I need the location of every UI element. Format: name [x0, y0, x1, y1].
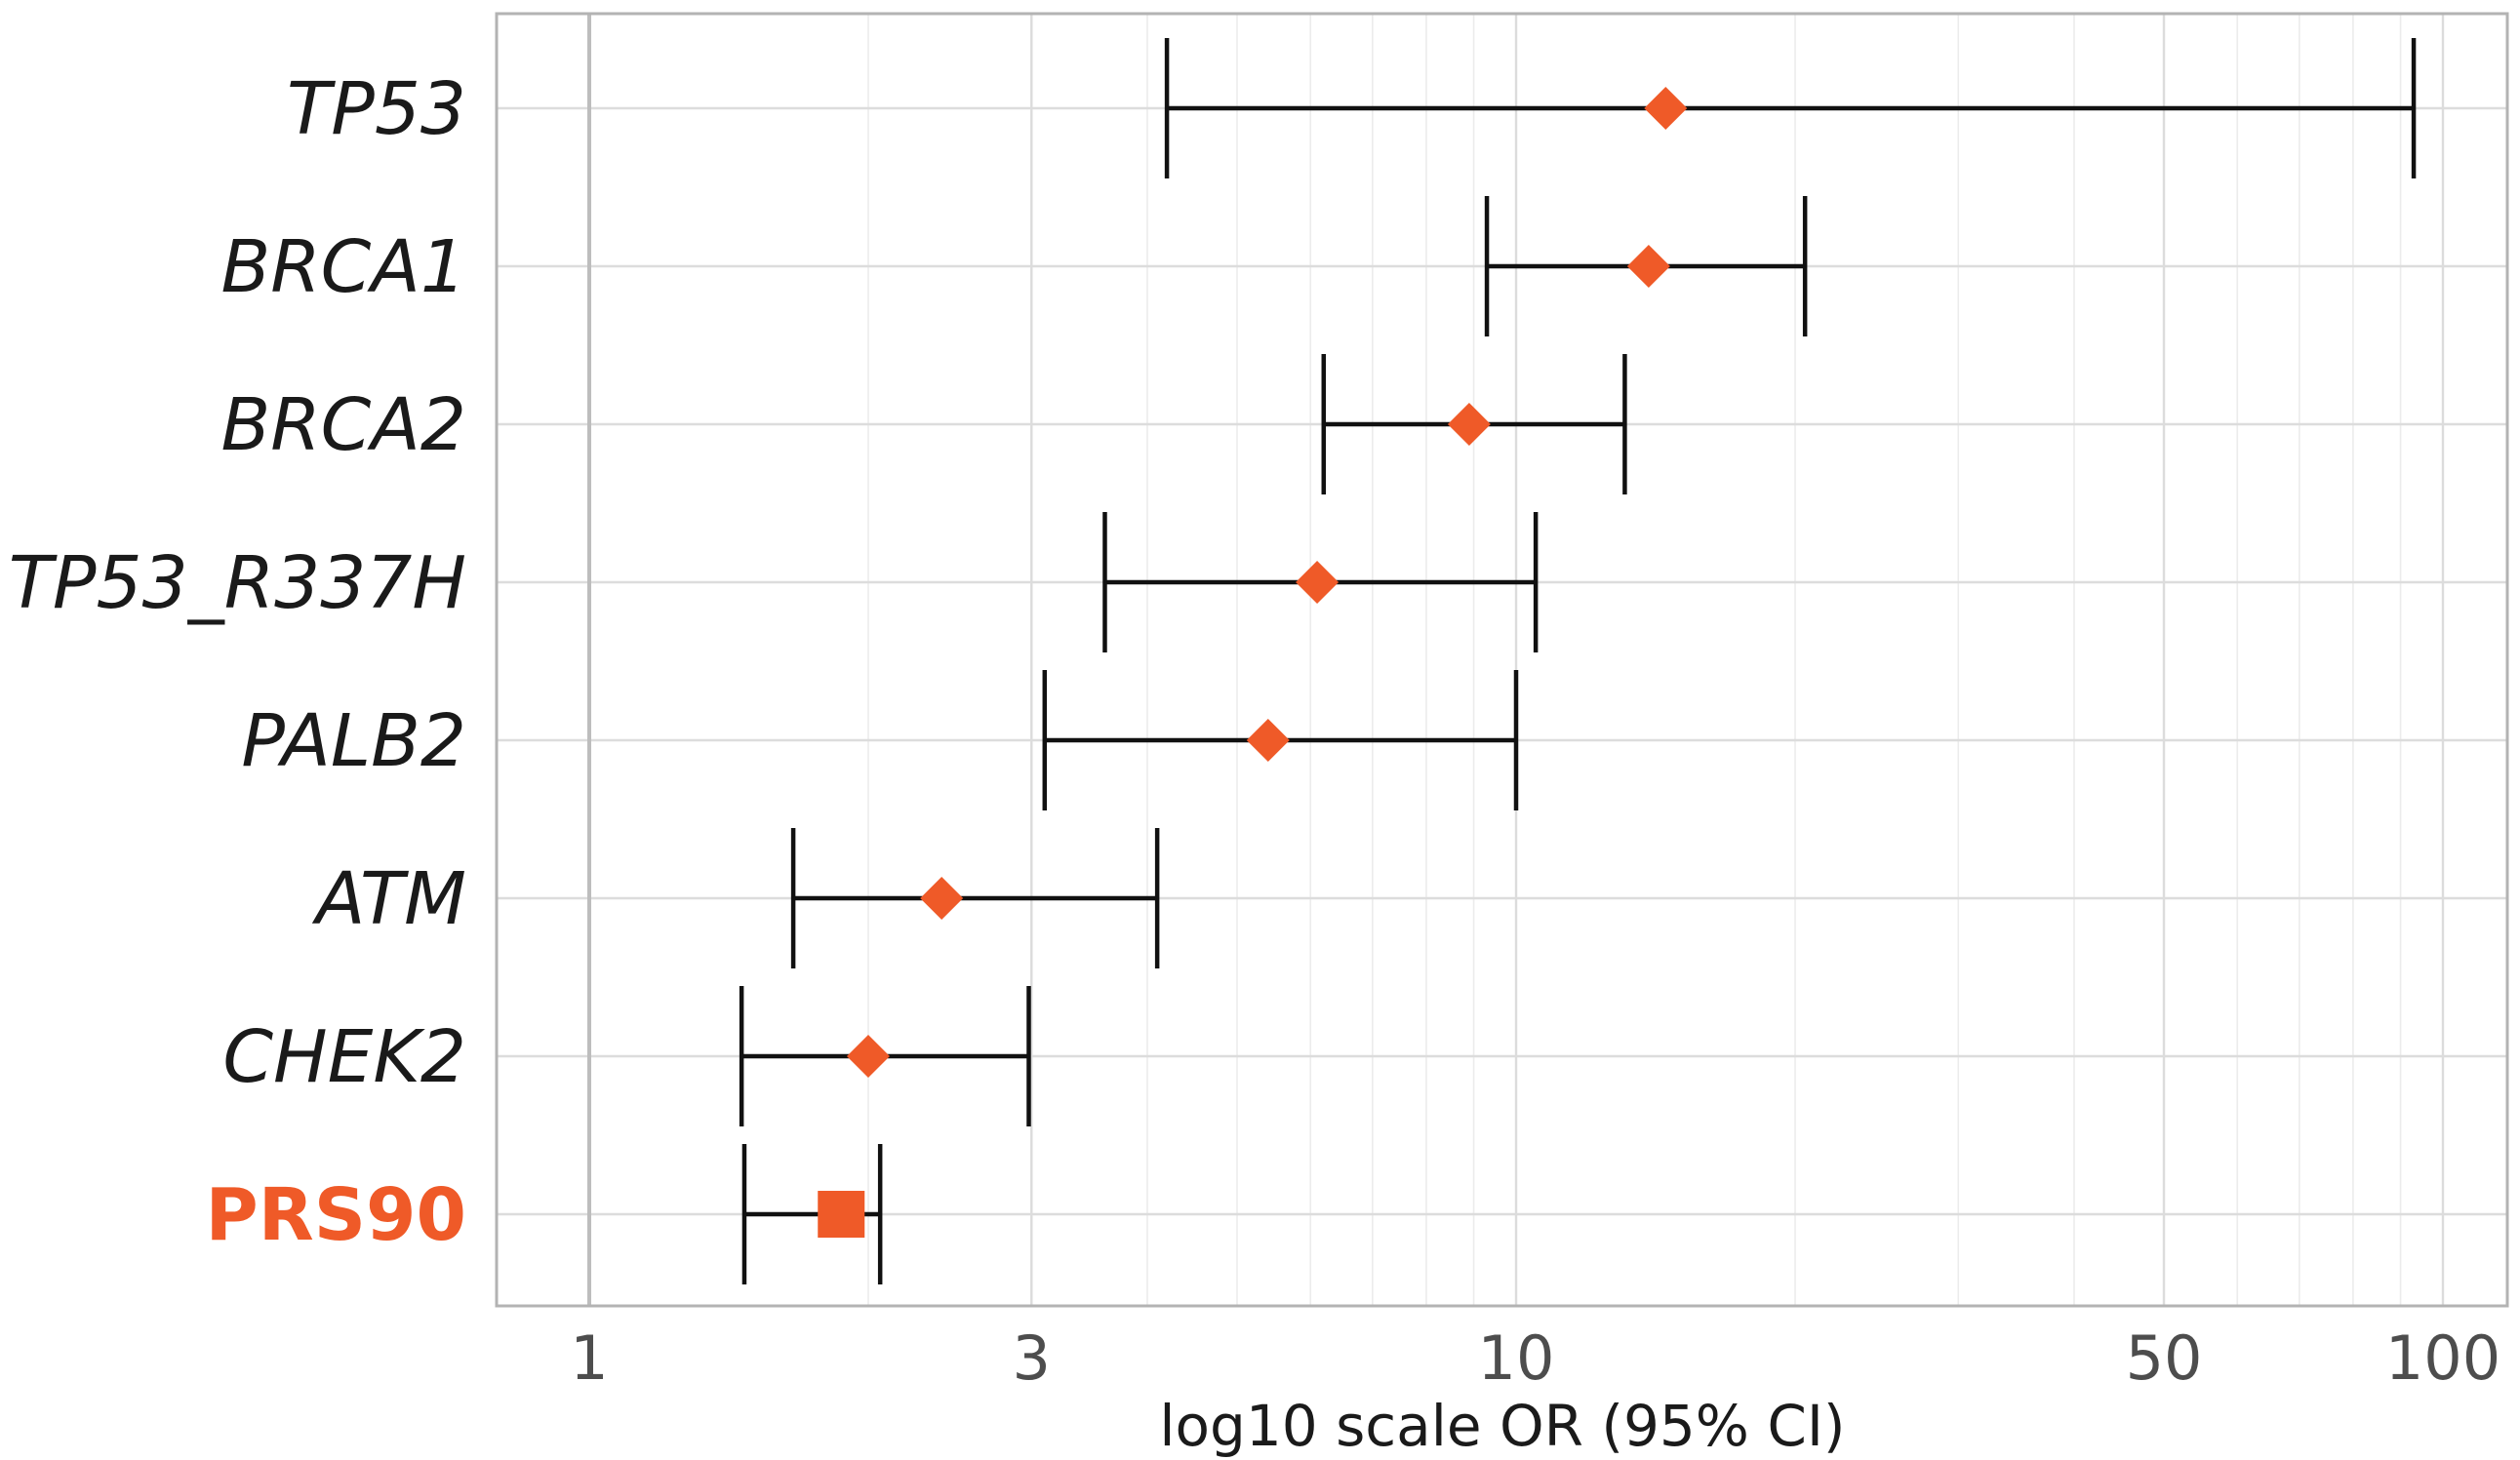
category-labels: TP53 BRCA1 BRCA2 TP53_R337H PALB2 ATM CHEK2 PRS…: [9, 67, 466, 1257]
row-atm: [790, 828, 1160, 968]
category-label: BRCA1: [220, 225, 466, 309]
point-estimate-diamond: [920, 877, 964, 920]
row-brca2: [1321, 354, 1627, 494]
row-chek2: [739, 986, 1031, 1126]
category-label: TP53_R337H: [9, 541, 466, 625]
row-tp53: [1164, 38, 2417, 178]
point-estimate-diamond: [1296, 561, 1340, 604]
grid-layer: [497, 14, 2507, 1306]
category-label: CHEK2: [222, 1015, 466, 1099]
row-palb2: [1042, 670, 1519, 810]
row-tp53-r337h: [1102, 512, 1539, 652]
category-label: PALB2: [241, 699, 466, 783]
point-estimate-diamond: [1626, 245, 1670, 288]
category-label: TP53: [287, 67, 466, 151]
plot-panel-border: [495, 12, 2509, 1308]
x-tick-label: 1: [570, 1322, 608, 1394]
row-brca1: [1484, 196, 1808, 336]
category-label: PRS90: [206, 1173, 467, 1257]
x-tick-labels: 1 3 10 50 100: [570, 1322, 2500, 1394]
point-estimate-diamond: [1447, 403, 1491, 446]
x-tick-label: 3: [1013, 1322, 1051, 1394]
x-axis-title: log10 scale OR (95% CI): [1159, 1393, 1845, 1459]
point-estimate-diamond: [1246, 719, 1290, 762]
point-estimate-diamond: [1644, 87, 1688, 130]
category-label: ATM: [312, 857, 466, 941]
marks-layer: [739, 38, 2417, 1284]
x-tick-label: 10: [1478, 1322, 1555, 1394]
category-label: BRCA2: [220, 383, 466, 467]
x-tick-label: 100: [2385, 1322, 2500, 1394]
x-tick-label: 50: [2126, 1322, 2203, 1394]
row-prs90: [741, 1144, 883, 1284]
point-estimate-square: [818, 1191, 865, 1238]
point-estimate-diamond: [846, 1035, 890, 1078]
